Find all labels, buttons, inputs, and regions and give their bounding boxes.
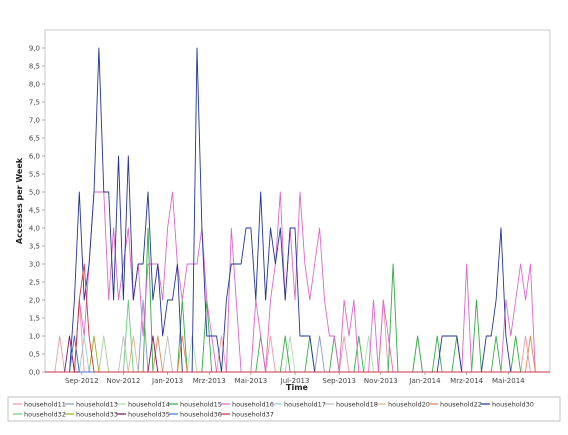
legend-label: household22 (440, 400, 482, 408)
x-tick-label: Jul-2013 (280, 377, 310, 385)
y-axis: 0,0 0,5 1,0 1,5 2,0 2,5 3,0 3,5 4,0 4,5 5,0 5,5 6,0 6… (29, 45, 45, 377)
legend-item-household22: household22 (429, 400, 482, 408)
x-axis-title: Time (286, 383, 309, 392)
y-tick-label: 3,0 (29, 261, 40, 269)
y-tick-label: 7,0 (29, 117, 40, 125)
legend-label: household20 (388, 400, 430, 408)
legend-item-household33: household33 (65, 410, 118, 418)
y-tick-label: 2,5 (29, 279, 40, 287)
legend-label: household11 (24, 400, 66, 408)
legend-item-household16: household16 (221, 400, 274, 408)
legend-item-household30: household30 (481, 400, 534, 408)
legend-label: household13 (76, 400, 118, 408)
legend-label: household35 (128, 410, 170, 418)
legend-item-household17: household17 (273, 400, 326, 408)
x-axis: Sep-2012 Nov-2012 Jan-2013 Mrz-2013 Mai-2013… (65, 372, 525, 385)
y-tick-label: 2,0 (29, 297, 40, 305)
legend-item-household35: household35 (117, 410, 170, 418)
series-line-household22 (45, 335, 550, 373)
y-tick-label: 8,0 (29, 81, 40, 89)
legend-label: household37 (232, 410, 274, 418)
series-line-household30 (45, 47, 550, 373)
series-line-household16 (45, 191, 550, 373)
x-tick-label: Jan-2013 (151, 377, 183, 385)
y-tick-label: 4,0 (29, 225, 40, 233)
legend-label: household16 (232, 400, 274, 408)
series-layer (45, 47, 550, 373)
y-tick-label: 0,5 (29, 351, 40, 359)
series-line-household15 (45, 227, 550, 373)
x-tick-label: Sep-2013 (322, 377, 356, 385)
legend: household11 household13 household14 househo… (13, 400, 534, 418)
legend-item-household20: household20 (377, 400, 430, 408)
y-tick-label: 6,0 (29, 153, 40, 161)
y-tick-label: 4,5 (29, 207, 40, 215)
legend-item-household13: household13 (65, 400, 118, 408)
y-tick-label: 5,0 (29, 189, 40, 197)
legend-item-household15: household15 (169, 400, 222, 408)
y-tick-label: 0,0 (29, 369, 40, 377)
legend-label: household30 (492, 400, 534, 408)
y-axis-title: Accesses per Week (15, 157, 24, 244)
x-tick-label: Nov-2013 (364, 377, 398, 385)
x-tick-label: Mrz-2014 (450, 377, 483, 385)
legend-item-household36: household36 (169, 410, 222, 418)
y-tick-label: 1,0 (29, 333, 40, 341)
y-tick-label: 6,5 (29, 135, 40, 143)
y-tick-label: 8,5 (29, 63, 40, 71)
x-tick-label: Mai-2013 (235, 377, 268, 385)
y-tick-label: 9,0 (29, 45, 40, 53)
legend-label: household14 (128, 400, 170, 408)
legend-label: household17 (284, 400, 326, 408)
x-tick-label: Mai-2014 (492, 377, 525, 385)
y-tick-label: 7,5 (29, 99, 40, 107)
legend-item-household14: household14 (117, 400, 170, 408)
legend-label: household15 (180, 400, 222, 408)
x-tick-label: Mrz-2013 (193, 377, 226, 385)
x-tick-label: Jan-2014 (408, 377, 441, 385)
legend-item-household11: household11 (13, 400, 66, 408)
legend-label: household18 (336, 400, 378, 408)
legend-item-household18: household18 (325, 400, 378, 408)
series-line-household37 (45, 263, 550, 373)
legend-label: household36 (180, 410, 222, 418)
y-tick-label: 3,5 (29, 243, 40, 251)
legend-label: household32 (24, 410, 66, 418)
legend-item-household37: household37 (221, 410, 274, 418)
legend-item-household32: household32 (13, 410, 66, 418)
x-tick-label: Nov-2012 (107, 377, 141, 385)
plot-background (44, 29, 551, 373)
x-tick-label: Sep-2012 (65, 377, 99, 385)
legend-box (7, 396, 561, 422)
y-tick-label: 1,5 (29, 315, 40, 323)
y-tick-label: 5,5 (29, 171, 40, 179)
legend-label: household33 (76, 410, 118, 418)
